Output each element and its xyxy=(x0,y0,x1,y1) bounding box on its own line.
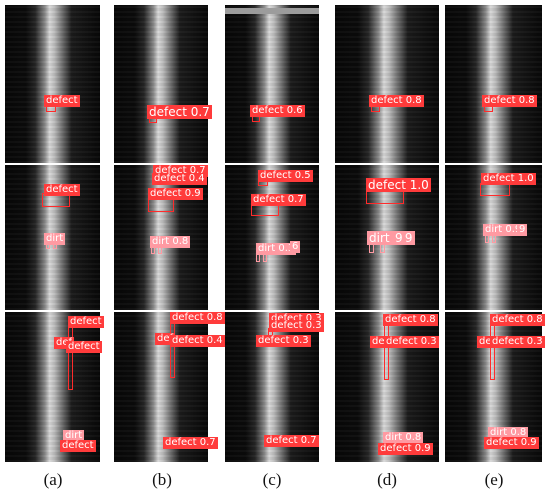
tile-c-2 xyxy=(225,165,319,310)
label-d2-3: 9 xyxy=(393,231,405,245)
label-b2-3: defect 0.9 xyxy=(148,188,203,200)
label-e3-4: dirt 0.8 xyxy=(488,427,529,439)
label-c3-4: defect 0.7 xyxy=(264,435,319,447)
label-c3-2: defect 0.3 xyxy=(269,320,324,332)
label-a3-1: defect xyxy=(68,316,104,328)
tile-b-1 xyxy=(114,5,208,163)
box-e3-1 xyxy=(490,324,495,380)
label-a3-4: dirt xyxy=(63,430,85,442)
label-b3-3: defect 0.4 xyxy=(170,335,225,347)
label-b2-4: dirt 0.8 xyxy=(150,236,191,248)
label-e2-2: dirt 0.9 xyxy=(483,224,524,236)
label-c2-1: defect 0.5 xyxy=(258,170,313,182)
label-a3-5: defect xyxy=(60,440,96,452)
tile-e-1 xyxy=(445,5,542,163)
caption-d: (d) xyxy=(377,470,397,489)
box-b3-1 xyxy=(170,322,175,378)
tile-d-1 xyxy=(335,5,439,163)
label-e3-5: defect 0.9 xyxy=(484,437,539,449)
label-b3-1: defect 0.8 xyxy=(170,312,225,324)
caption-b: (b) xyxy=(152,470,172,489)
label-b3-4: defect 0.7 xyxy=(163,437,218,449)
caption-a: (a) xyxy=(43,470,63,489)
label-a3-3: defect xyxy=(66,341,102,353)
label-c2-4: 6 xyxy=(290,241,301,253)
tile-a-1 xyxy=(5,5,100,163)
label-c3-3: defect 0.3 xyxy=(256,335,311,347)
caption-e: (e) xyxy=(484,470,504,489)
label-b1: defect 0.7 xyxy=(147,105,212,119)
label-e2-1: defect 1.0 xyxy=(481,173,536,185)
label-e2-3: 9 xyxy=(517,224,528,236)
label-c2-2: defect 0.7 xyxy=(251,194,306,206)
caption-c: (c) xyxy=(262,470,282,489)
label-d2-1: defect 1.0 xyxy=(366,178,431,192)
box-d2-1 xyxy=(366,191,404,204)
label-e3-1: defect 0.8 xyxy=(490,314,545,326)
label-d3-5: defect 0.9 xyxy=(378,443,433,455)
label-d2-2: dirt 0.9 xyxy=(367,231,415,245)
label-c1: defect 0.6 xyxy=(250,105,305,117)
tile-e-2 xyxy=(445,165,542,310)
label-d3-1: defect 0.8 xyxy=(383,314,438,326)
label-b2-2: defect 0.4 xyxy=(152,173,207,185)
box-b2-3 xyxy=(148,198,174,212)
label-e3-3: defect 0.3 xyxy=(490,336,545,348)
label-a2-1: defect xyxy=(44,184,80,196)
tile-c-1-top-strip xyxy=(225,8,319,14)
label-d3-4: dirt 0.8 xyxy=(383,432,424,444)
box-d3-1 xyxy=(384,324,389,380)
box-a3-1 xyxy=(68,326,73,390)
label-a1: defect xyxy=(44,95,80,107)
label-c2-3: dirt 0.3 xyxy=(256,243,297,255)
label-d1: defect 0.8 xyxy=(369,95,424,107)
label-d3-3: defect 0.3 xyxy=(384,336,439,348)
label-a2-2: dirt xyxy=(44,233,66,245)
label-e1: defect 0.8 xyxy=(482,95,537,107)
tile-c-1 xyxy=(225,5,319,163)
